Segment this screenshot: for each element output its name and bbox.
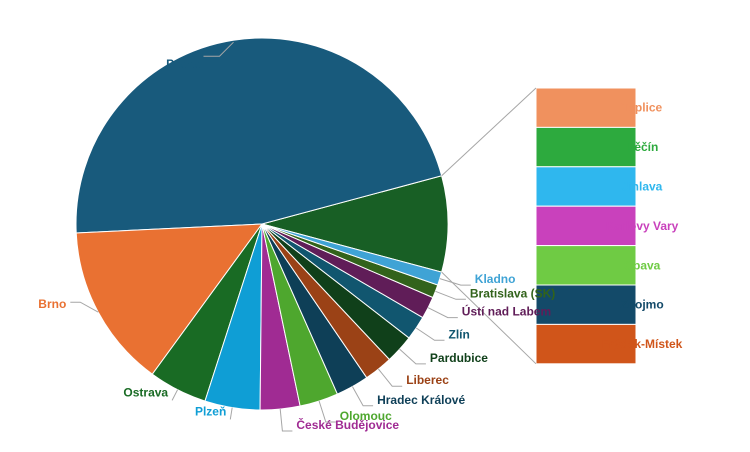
data-label-znojmo: Znojmo <box>620 298 663 312</box>
data-label-bratislava-sk: Bratislava (SK) <box>470 286 555 300</box>
bar-segments <box>535 87 637 365</box>
leader-line-brno <box>70 301 99 313</box>
bar-segment-znojmo <box>535 284 637 325</box>
data-label-opava: Opava <box>624 258 661 272</box>
leader-line-plzen <box>229 407 233 420</box>
leader-line-liberec <box>378 368 403 387</box>
leader-line-olomouc <box>318 400 336 423</box>
leader-line-praha <box>203 41 234 57</box>
leader-line-ostrava <box>171 389 179 401</box>
leader-line-zlin <box>415 327 445 341</box>
data-label-brno: Brno <box>38 297 66 311</box>
leader-line-kladno <box>439 278 471 286</box>
data-label-liberec: Liberec <box>406 373 449 387</box>
leader-line-pardubice <box>399 348 426 365</box>
data-label-frydek-mistek: Frýdek-Místek <box>602 337 683 351</box>
data-label-usti-nad-labem: Ústí nad Labem <box>462 304 551 319</box>
data-label-zlin: Zlín <box>449 327 470 341</box>
data-label-teplice: Teplice <box>622 101 663 115</box>
data-label-ostrava: Ostrava <box>123 385 168 399</box>
pie-slice-praha <box>75 37 443 234</box>
data-label-pardubice: Pardubice <box>430 351 488 365</box>
pie-slices <box>75 37 449 411</box>
bar-segment-opava <box>535 245 637 286</box>
data-label-decin: Děčín <box>626 140 659 154</box>
leader-lines <box>70 41 471 432</box>
data-label-praha: Praha <box>166 57 200 71</box>
pie-slice-other <box>260 175 449 273</box>
connector-line-bottom <box>441 271 537 365</box>
bar-segment-jihlava <box>535 166 637 207</box>
bar-segment-decin <box>535 126 637 168</box>
connector-lines <box>441 87 537 365</box>
leader-line-hradec-kralove <box>351 386 374 407</box>
leader-line-usti-nad-labem <box>427 307 458 319</box>
data-label-kladno: Kladno <box>475 272 516 286</box>
data-label-hradec-kralove: Hradec Králové <box>377 393 465 407</box>
bar-segment-frydek-mistek <box>535 323 637 365</box>
data-label-olomouc: Olomouc <box>340 409 392 423</box>
data-label-karlovy-vary: Karlovy Vary <box>606 219 679 233</box>
data-labels: Teplice Děčín Jihlava Karlovy Vary Opava Znoj… <box>38 57 682 432</box>
data-label-jihlava: Jihlava <box>622 180 663 194</box>
leader-line-ceske-budejovice <box>279 409 293 432</box>
leader-line-bratislava-sk <box>435 290 466 300</box>
bar-segment-teplice <box>535 87 637 128</box>
connector-line-top <box>441 87 537 177</box>
data-label-ceske-budejovice: České Budějovice <box>296 417 399 432</box>
data-label-plzen: Plzeň <box>195 404 226 418</box>
pie-slice-brno <box>75 223 264 375</box>
